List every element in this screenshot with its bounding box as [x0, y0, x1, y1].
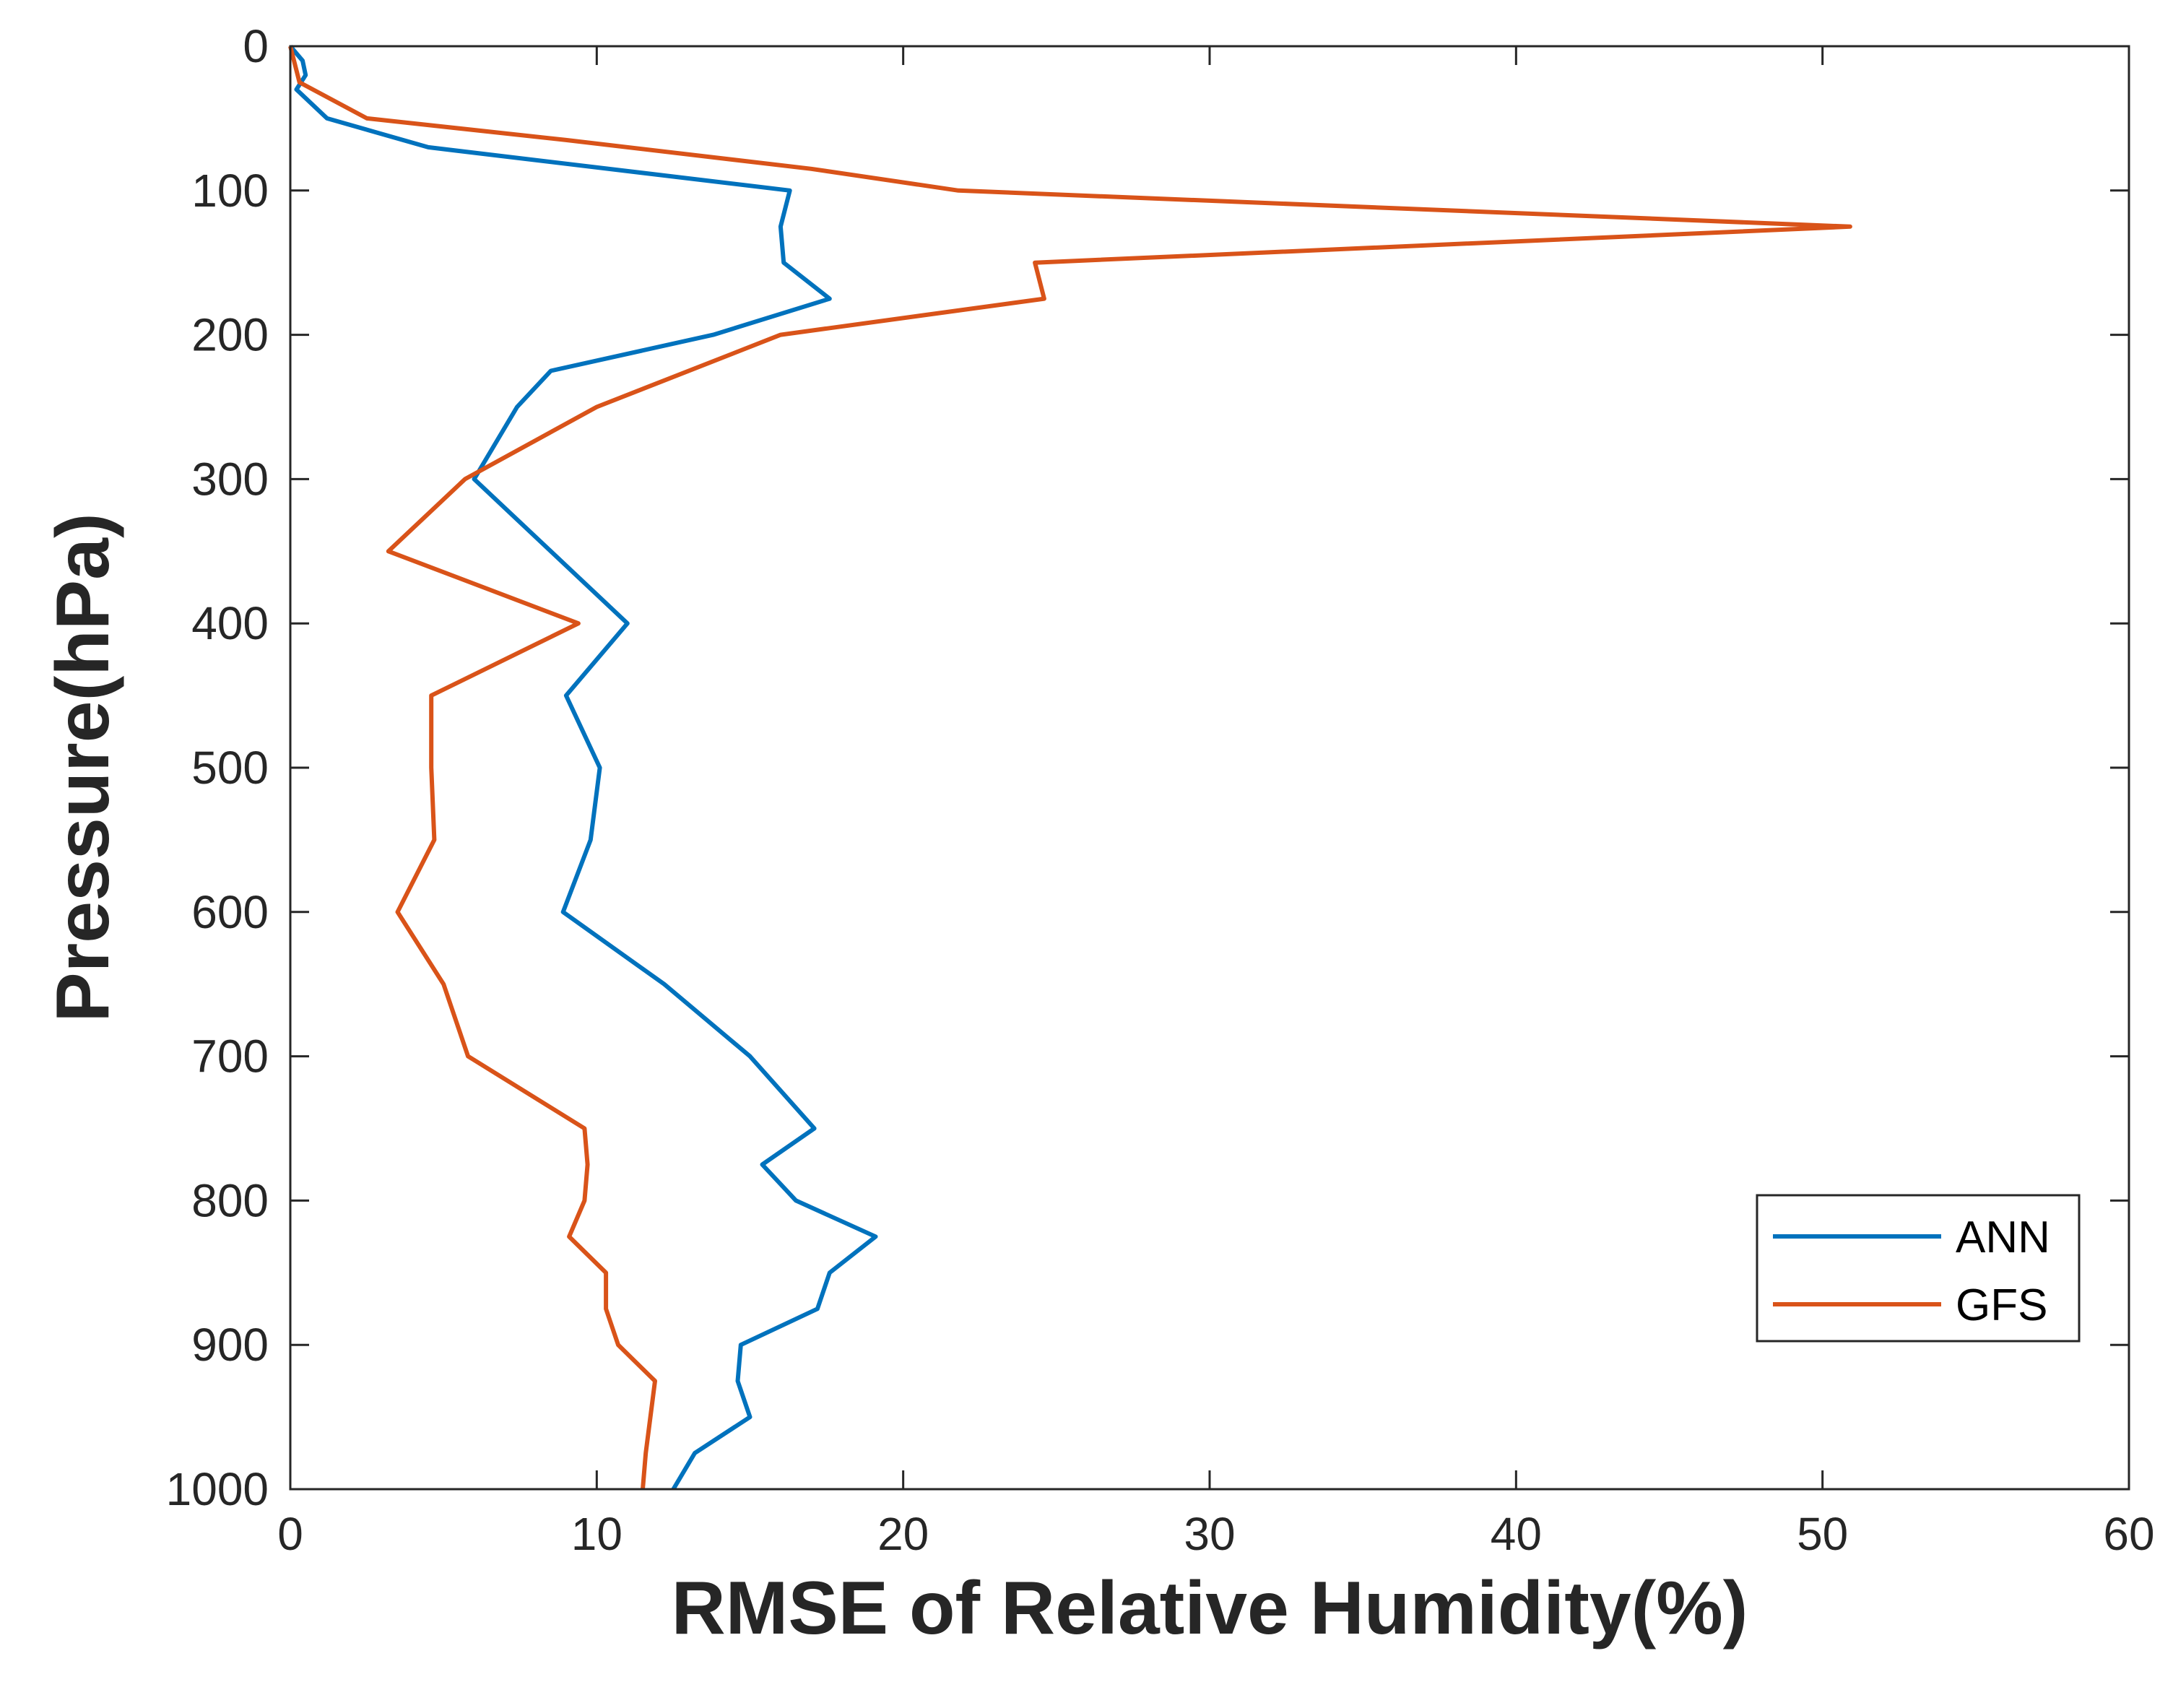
- y-tick-label: 800: [191, 1174, 269, 1226]
- x-tick-label: 0: [277, 1508, 303, 1560]
- y-axis-title: Pressure(hPa): [41, 513, 125, 1022]
- series-line-gfs: [288, 45, 1852, 1490]
- x-tick-label: 30: [1184, 1508, 1235, 1560]
- y-tick-label: 600: [191, 886, 269, 938]
- x-tick-label: 60: [2103, 1508, 2154, 1560]
- y-tick-label: 100: [191, 165, 269, 217]
- y-tick-label: 300: [191, 453, 269, 505]
- series-layer: [288, 45, 1852, 1491]
- y-tick-label: 400: [191, 597, 269, 649]
- y-tick-label: 1000: [166, 1463, 269, 1515]
- x-tick-label: 40: [1491, 1508, 1542, 1560]
- y-tick-label: 200: [191, 309, 269, 361]
- y-tick-label: 0: [243, 20, 269, 72]
- x-tick-label: 10: [571, 1508, 623, 1560]
- y-tick-label: 900: [191, 1319, 269, 1371]
- y-tick-label: 500: [191, 742, 269, 794]
- tick-labels-layer: 0 10 20 30 40 50 60010020030040050060070080090…: [166, 20, 2155, 1560]
- ticks-layer: [289, 45, 2130, 1491]
- y-tick-label: 700: [191, 1031, 269, 1083]
- legend: ANN GFS: [1756, 1194, 2081, 1343]
- x-tick-label: 20: [877, 1508, 929, 1560]
- legend-box: [1756, 1194, 2081, 1343]
- x-axis-title: RMSE of Relative Humidity(%): [672, 1566, 1748, 1650]
- legend-label-ann: ANN: [1956, 1213, 2050, 1262]
- series-line-ann: [288, 45, 878, 1491]
- legend-label-gfs: GFS: [1956, 1280, 2047, 1330]
- x-tick-label: 50: [1797, 1508, 1848, 1560]
